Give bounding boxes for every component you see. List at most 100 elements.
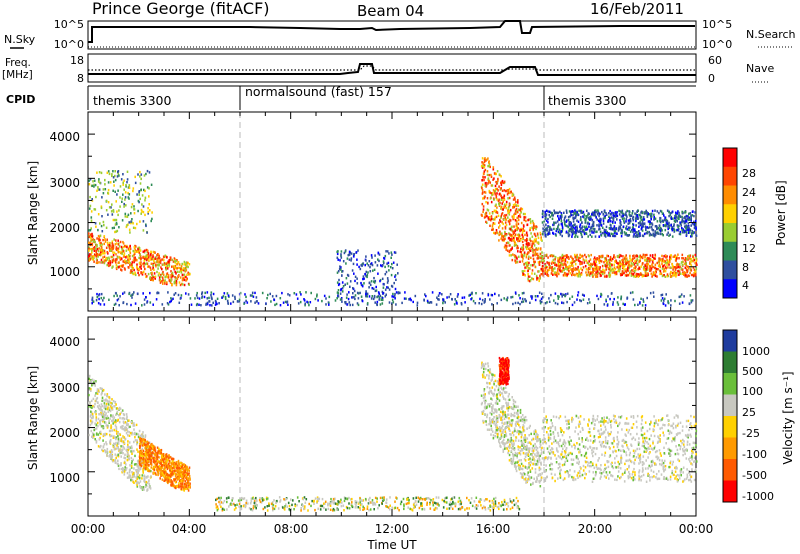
scatter-point <box>637 232 640 236</box>
scatter-point <box>686 270 689 274</box>
scatter-point <box>88 241 90 244</box>
scatter-point <box>628 267 630 270</box>
scatter-point <box>684 259 686 262</box>
scatter-point <box>127 434 129 437</box>
scatter-point <box>595 211 597 214</box>
scatter-point <box>675 259 677 262</box>
scatter-point <box>482 197 484 200</box>
scatter-point <box>128 221 130 224</box>
scatter-point <box>120 455 122 458</box>
scatter-point <box>182 484 184 488</box>
scatter-point <box>496 210 498 214</box>
scatter-point <box>257 302 260 305</box>
scatter-point <box>151 456 153 460</box>
scatter-point <box>122 301 125 304</box>
scatter-point <box>92 258 94 261</box>
scatter-point <box>515 227 518 230</box>
scatter-point <box>347 254 350 257</box>
scatter-point <box>101 261 104 264</box>
scatter-point <box>114 419 117 422</box>
scatter-point <box>91 406 93 409</box>
scatter-point <box>580 211 582 214</box>
scatter-point <box>120 269 123 272</box>
scatter-point <box>95 258 98 261</box>
scatter-point <box>605 225 608 229</box>
scatter-point <box>339 265 341 268</box>
scatter-point <box>93 435 95 438</box>
scatter-point <box>117 266 120 269</box>
scatter-point <box>250 300 252 303</box>
scatter-point <box>649 226 651 229</box>
scatter-point <box>583 232 586 236</box>
scatter-point <box>95 427 98 430</box>
scatter-point <box>504 225 507 229</box>
scatter-point <box>128 254 130 257</box>
scatter-point <box>112 436 115 439</box>
scatter-point <box>141 441 143 444</box>
scatter-point <box>681 268 684 271</box>
scatter-point <box>356 263 358 266</box>
scatter-point <box>116 229 119 233</box>
scatter-point <box>111 266 113 269</box>
scatter-point <box>141 273 144 276</box>
scatter-point <box>269 292 271 296</box>
scatter-point <box>139 480 142 483</box>
scatter-point <box>615 227 617 231</box>
scatter-point <box>525 231 528 234</box>
scatter-point <box>641 222 644 225</box>
scatter-point <box>205 303 207 306</box>
scatter-point <box>589 266 591 270</box>
scatter-point <box>557 272 560 276</box>
scatter-point <box>99 181 101 185</box>
scatter-point <box>550 266 553 269</box>
scatter-point <box>687 225 690 229</box>
scatter-point <box>548 266 551 269</box>
scatter-point <box>555 229 558 233</box>
scatter-point <box>488 163 491 166</box>
scatter-point <box>645 259 648 262</box>
scatter-point <box>97 401 99 404</box>
scatter-point <box>568 265 570 268</box>
scatter-point <box>336 256 339 259</box>
scatter-point <box>505 233 507 237</box>
scatter-point <box>595 209 597 212</box>
scatter-point <box>103 418 105 421</box>
scatter-point <box>175 262 178 266</box>
scatter-point <box>140 442 142 445</box>
scatter-point <box>690 299 693 302</box>
scatter-point <box>120 257 123 260</box>
scatter-point <box>137 246 139 250</box>
scatter-point <box>687 255 689 258</box>
scatter-point <box>123 473 126 476</box>
scatter-point <box>634 260 636 263</box>
scatter-point <box>485 220 487 224</box>
scatter-point <box>178 274 180 278</box>
scatter-point <box>620 210 623 214</box>
scatter-point <box>516 245 519 248</box>
scatter-point <box>584 265 587 268</box>
scatter-point <box>187 271 189 274</box>
scatter-point <box>593 229 595 233</box>
scatter-point <box>516 211 519 214</box>
scatter-point <box>100 409 102 412</box>
scatter-point <box>128 257 131 260</box>
scatter-point <box>539 248 542 251</box>
scatter-point <box>684 257 687 260</box>
scatter-point <box>365 274 367 278</box>
scatter-point <box>657 268 659 271</box>
scatter-point <box>378 298 380 301</box>
scatter-point <box>642 253 645 256</box>
scatter-point <box>354 279 356 283</box>
scatter-point <box>176 263 179 266</box>
scatter-point <box>489 224 491 227</box>
scatter-point <box>178 301 181 304</box>
scatter-point <box>625 232 627 235</box>
scatter-point <box>695 219 697 223</box>
scatter-point <box>376 303 378 306</box>
scatter-point <box>127 445 129 449</box>
scatter-point <box>559 210 561 214</box>
scatter-point <box>360 264 362 267</box>
scatter-point <box>648 257 651 260</box>
scatter-point <box>181 279 184 282</box>
scatter-point <box>687 231 690 234</box>
